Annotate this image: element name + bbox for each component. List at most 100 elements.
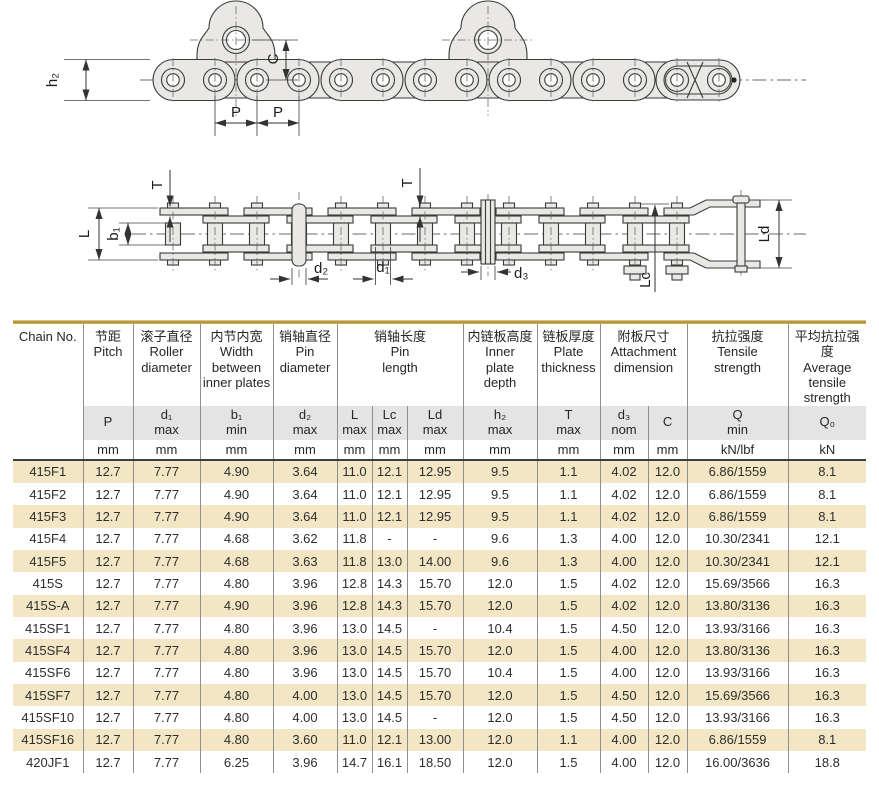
plan-view-drawing: L b₁ T T d₂ d₁ [76,168,806,292]
cell-ld: 12.95 [407,505,464,528]
col-en-label: Average tensile strength [803,359,852,406]
cell-l: 11.0 [337,482,373,506]
dim-label-ld: Ld [756,226,773,243]
col-en-label: Roller diameter [141,344,192,375]
cell-b1: 4.90 [200,505,274,528]
unit-q0: kN [819,441,836,457]
table-row: 415F5 12.7 7.77 4.68 3.63 11.8 13.0 14.00 9.6 1.3… [13,550,867,573]
cell-p: 12.7 [83,550,134,573]
spec-table-wrap: Chain No. 节距 Pitch 滚子直径 Roller diameter 内节… [13,320,867,774]
cell-b1: 6.25 [200,751,274,774]
cell-b1: 4.80 [200,639,274,662]
cell-h2: 9.5 [463,505,538,528]
cell-d2: 3.64 [273,482,338,506]
cell-no: 415SF1 [13,617,84,640]
dim-label-l: L [76,230,93,238]
cell-no: 415F4 [13,527,84,551]
table-row: 415SF4 12.7 7.77 4.80 3.96 13.0 14.5 15.70 12.0 1… [13,639,867,662]
cell-no: 415S-A [13,594,84,618]
table-row: 415SF16 12.7 7.77 4.80 3.60 11.0 12.1 13.00 12.0… [13,728,867,752]
cell-c: 12.0 [648,527,688,551]
sym-p: P [83,405,134,440]
unit-q: kN/lbf [687,439,789,460]
cell-q: 6.86/1559 [687,728,789,752]
table-body: 415F1 12.7 7.77 4.90 3.64 11.0 12.1 12.95 9.5 1.1… [13,459,867,774]
cell-b1: 4.90 [200,459,274,483]
cell-h2: 9.6 [463,527,538,551]
cell-p: 12.7 [83,594,134,618]
table-row: 415SF10 12.7 7.77 4.80 4.00 13.0 14.5-12.0 1.5 4… [13,706,867,729]
cell-q: 13.93/3166 [687,706,789,729]
cell-c: 12.0 [648,684,688,707]
cell-c: 12.0 [648,706,688,729]
cell-no: 415SF7 [13,684,84,707]
cell-d2: 3.62 [273,527,338,551]
dim-label-d3: d₃ [514,265,528,282]
table-row: 415S-A 12.7 7.77 4.90 3.96 12.8 14.3 15.70 12.0 1… [13,594,867,618]
cell-d3: 4.00 [600,527,649,551]
cell-no: 415SF4 [13,639,84,662]
col-zh-label: 附板尺寸 [617,329,670,344]
cell-d2: 3.96 [273,751,338,774]
cell-b1: 4.80 [200,728,274,752]
cell-t: 1.1 [537,482,601,506]
dim-label-p1: P [231,104,241,121]
cell-d1: 7.77 [133,751,201,774]
col-en-label: Pin diameter [279,344,331,375]
cell-h2: 12.0 [463,706,538,729]
dim-label-h2: h₂ [44,73,61,87]
col-zh-label: 链板厚度 [542,329,595,344]
cell-d3: 4.00 [600,550,649,573]
table-row: 415SF7 12.7 7.77 4.80 4.00 13.0 14.5 15.70 12.0 1… [13,684,867,707]
cell-c: 12.0 [648,751,688,774]
unit-lc: mm [372,439,408,460]
cell-d2: 3.64 [273,505,338,528]
cell-b1: 4.68 [200,550,274,573]
cell-no: 415SF6 [13,661,84,685]
cell-q: 6.86/1559 [687,459,789,483]
cell-l: 13.0 [337,706,373,729]
cell-q: 13.80/3136 [687,594,789,618]
cell-l: 14.7 [337,751,373,774]
cell-lc: 13.0 [372,550,408,573]
cell-c: 12.0 [648,550,688,573]
cell-q0: 8.1 [818,486,837,502]
cell-p: 12.7 [83,505,134,528]
cell-p: 12.7 [83,728,134,752]
cell-d3: 4.02 [600,459,649,483]
header-avg-tensile-strength: 平均抗拉强度 Average tensile strength [788,324,866,406]
header-pin-length: 销轴长度 Pin length [337,324,464,406]
cell-t: 1.5 [537,706,601,729]
cell-ld: 14.00 [407,550,464,573]
cell-d2: 3.96 [273,572,338,595]
header-tensile-strength: 抗拉强度 Tensile strength [687,324,789,406]
cell-b1: 4.90 [200,482,274,506]
dim-label-t1: T [149,180,166,189]
cell-b1: 4.80 [200,661,274,685]
cell-t: 1.1 [537,459,601,483]
plan-dimensions: L b₁ T T d₂ d₁ [76,168,792,292]
cell-h2: 12.0 [463,594,538,618]
cell-l: 13.0 [337,661,373,685]
dim-label-d2: d₂ [314,260,328,277]
cell-d1: 7.77 [133,594,201,618]
cell-d3: 4.00 [600,639,649,662]
cell-t: 1.5 [537,594,601,618]
link-plates [152,58,741,102]
cell-lc: 14.3 [372,594,408,618]
cell-t: 1.5 [537,751,601,774]
special-pins [291,195,750,281]
cell-c: 12.0 [648,661,688,685]
cell-no: 415F1 [13,459,84,483]
cell-q0: 16.3 [814,598,840,614]
sym-lc: Lc max [372,405,408,440]
cell-d3: 4.50 [600,684,649,707]
dim-label-c: C [265,53,282,64]
cell-q0: 16.3 [814,665,840,681]
cell-p: 12.7 [83,751,134,774]
cell-b1: 4.80 [200,684,274,707]
cell-q: 15.69/3566 [687,572,789,595]
table-row: 415S 12.7 7.77 4.80 3.96 12.8 14.3 15.70 12.0 1.5… [13,572,867,595]
cell-d1: 7.77 [133,527,201,551]
cell-t: 1.5 [537,661,601,685]
